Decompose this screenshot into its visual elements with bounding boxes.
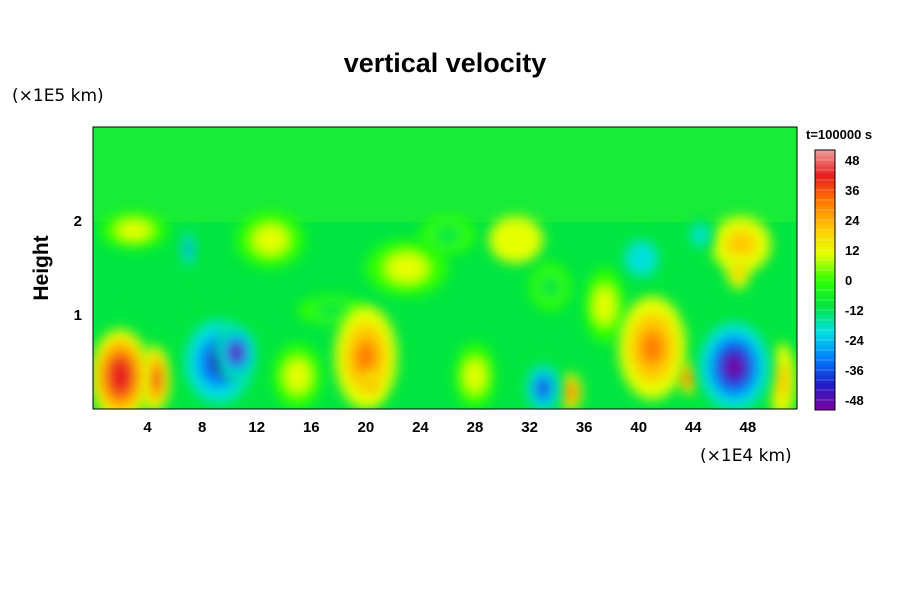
time-label: t=100000 s <box>806 127 872 142</box>
contour-band <box>185 241 192 258</box>
colorbar-tick-label: 0 <box>845 273 852 288</box>
updraft-cell <box>618 296 687 400</box>
colorbar-tick-label: -12 <box>845 303 864 318</box>
contour-band <box>253 225 288 254</box>
colorbar-tick-label: -36 <box>845 363 864 378</box>
plot-area <box>92 126 798 410</box>
x-tick-label: 44 <box>685 419 702 436</box>
updraft-cell <box>363 371 380 400</box>
x-tick-label: 40 <box>630 419 647 436</box>
contour-band <box>147 277 175 297</box>
updraft-cell <box>768 343 796 409</box>
colorbar: 48 36 24 12 0 -12 -24 -36 -48 <box>814 149 865 411</box>
x-axis-ticks: 4 8 12 16 20 24 28 32 36 40 44 48 <box>143 419 756 436</box>
contour-band <box>726 230 757 259</box>
y-unit-label: (×1E5 km) <box>12 86 104 106</box>
updraft-cell <box>273 343 323 409</box>
contour-band <box>775 362 789 400</box>
downdraft-cell <box>524 360 563 409</box>
contour-band <box>355 340 377 375</box>
contour-band <box>314 303 349 318</box>
colorbar-frame <box>814 149 836 411</box>
colorbar-tick-label: 12 <box>845 243 859 258</box>
contour-band <box>634 250 649 267</box>
x-tick-label: 20 <box>358 419 375 436</box>
contour-band <box>539 275 561 299</box>
contour-band <box>114 366 127 386</box>
contour-band <box>368 380 375 391</box>
contour-band <box>502 228 530 252</box>
updraft-cell <box>236 211 305 268</box>
downdraft-cell <box>686 216 714 254</box>
updraft-cell <box>454 343 496 409</box>
colorbar-tick-label: 48 <box>845 153 859 168</box>
plot-frame <box>92 126 798 410</box>
downdraft-cell <box>420 216 476 254</box>
updraft-cell <box>93 329 151 409</box>
contour-band <box>464 359 486 393</box>
updraft-cell <box>99 211 169 250</box>
downdraft-cell <box>529 263 571 311</box>
x-tick-label: 24 <box>412 419 429 436</box>
x-tick-label: 8 <box>198 419 206 436</box>
colorbar-gradient <box>815 150 835 410</box>
y-axis-label: Height <box>30 235 53 300</box>
contour-band <box>386 253 428 283</box>
chart-title: vertical velocity <box>344 48 547 78</box>
contour-band <box>594 286 615 325</box>
updraft-cell <box>711 216 772 273</box>
updraft-cell <box>678 362 701 394</box>
updraft-cell <box>584 268 626 344</box>
x-tick-label: 12 <box>248 419 265 436</box>
x-tick-label: 36 <box>576 419 593 436</box>
x-tick-label: 16 <box>303 419 320 436</box>
contour-band <box>116 221 151 240</box>
updraft-cell <box>365 239 448 297</box>
downdraft-cell <box>619 235 664 283</box>
x-tick-label: 28 <box>467 419 484 436</box>
contour-band <box>686 373 693 382</box>
contour-band <box>285 359 310 393</box>
colorbar-tick-label: 24 <box>845 213 860 228</box>
colorbar-bands <box>815 159 835 401</box>
colorbar-tick-label: 36 <box>845 183 859 198</box>
upper-calm-layer <box>93 127 797 222</box>
updraft-cell <box>559 373 582 409</box>
downdraft-cell <box>181 225 196 273</box>
y-axis-ticks: 12 <box>74 213 82 324</box>
contour-band <box>232 346 241 359</box>
colorbar-ticks: 48 36 24 12 0 -12 -24 -36 -48 <box>845 153 865 408</box>
downdraft-cell <box>693 315 776 409</box>
downdraft-cell <box>215 324 257 381</box>
contour-band <box>693 225 707 245</box>
updraft-cell <box>727 255 750 290</box>
downdraft-cell <box>133 268 189 306</box>
y-tick-label: 1 <box>74 307 82 324</box>
colorbar-tick-label: -48 <box>845 393 864 408</box>
updraft-cell <box>488 216 544 264</box>
colorbar-tick-label: -24 <box>845 333 865 348</box>
velocity-field <box>93 127 797 409</box>
contour-band <box>538 381 549 396</box>
contour-band <box>150 370 159 388</box>
contour-band <box>726 356 743 378</box>
x-unit-label: (×1E4 km) <box>700 446 792 466</box>
x-tick-label: 48 <box>740 419 757 436</box>
contour-band <box>641 330 664 366</box>
contour-band <box>567 387 574 397</box>
contour-band <box>434 225 462 245</box>
x-tick-label: 4 <box>143 419 152 436</box>
y-tick-label: 2 <box>74 213 82 230</box>
contour-band <box>732 264 744 282</box>
x-tick-label: 32 <box>521 419 538 436</box>
